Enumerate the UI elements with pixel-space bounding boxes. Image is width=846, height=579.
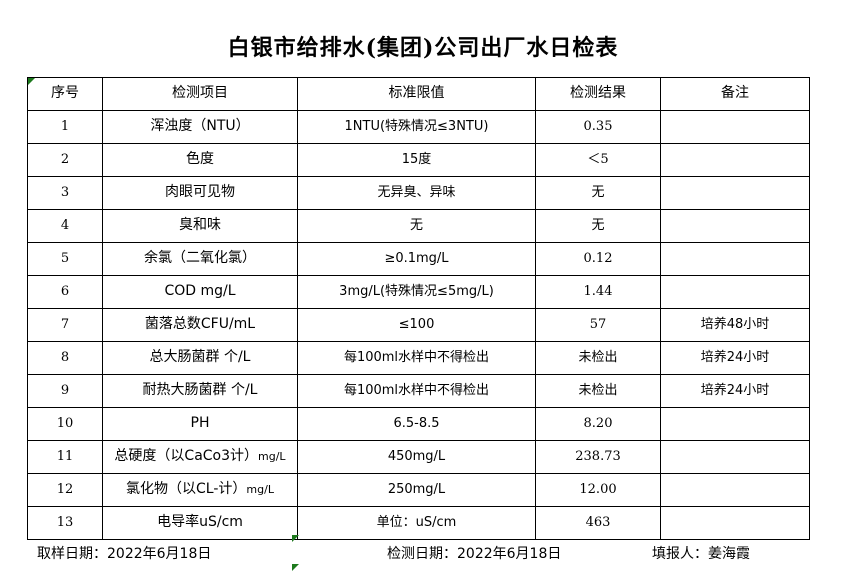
cell-item: COD mg/L [102,275,298,309]
column-header-result: 检测结果 [535,77,661,111]
cell-result: 无 [535,176,661,210]
cell-limit: 单位：uS/cm [297,506,536,540]
table-row: 8 总大肠菌群 个/L 每100ml水样中不得检出 未检出 培养24小时 [27,341,810,375]
table-body: 1 浑浊度（NTU） 1NTU(特殊情况≤3NTU) 0.35 2 色度 15度 ＜5 3 肉眼可… [27,110,810,540]
cell-note [660,242,810,276]
cell-limit: 6.5-8.5 [297,407,536,441]
cell-item: 菌落总数CFU/mL [102,308,298,342]
table-row: 4 臭和味无无 [27,209,810,243]
cell-index: 7 [27,308,103,342]
cell-item: PH [102,407,298,441]
cell-index: 4 [27,209,103,243]
comment-marker-icon [292,535,299,542]
cell-item: 耐热大肠菌群 个/L [102,374,298,408]
cell-item: 臭和味 [102,209,298,243]
table-row: 5 余氯（二氧化氯） ≥0.1mg/L 0.12 [27,242,810,276]
unit-suffix: mg/L [246,483,274,497]
table-row: 6 COD mg/L 3mg/L(特殊情况≤5mg/L) 1.44 [27,275,810,309]
cell-index: 10 [27,407,103,441]
cell-limit: ≤100 [297,308,536,342]
cell-note [660,506,810,540]
cell-note [660,209,810,243]
cell-result: 0.35 [535,110,661,144]
column-header-limit: 标准限值 [297,77,536,111]
table-row: 1 浑浊度（NTU） 1NTU(特殊情况≤3NTU) 0.35 [27,110,810,144]
cell-limit: 450mg/L [297,440,536,474]
reporter-label: 填报人：姜海霞 [652,546,750,562]
cell-item: 总大肠菌群 个/L [102,341,298,375]
cell-result: 1.44 [535,275,661,309]
cell-limit: 15度 [297,143,536,177]
cell-result: 8.20 [535,407,661,441]
cell-index: 2 [27,143,103,177]
cell-limit: 每100ml水样中不得检出 [297,341,536,375]
cell-result: 463 [535,506,661,540]
cell-note [660,176,810,210]
cell-index: 11 [27,440,103,474]
cell-result: 238.73 [535,440,661,474]
cell-item: 氯化物（以CL-计）mg/L [102,473,298,507]
water-inspection-table: 序号 检测项目 标准限值 检测结果 备注 1 浑浊度（NTU） 1NTU(特殊情况≤… [27,77,810,540]
cell-limit: 250mg/L [297,473,536,507]
cell-item: 余氯（二氧化氯） [102,242,298,276]
cell-item: 肉眼可见物 [102,176,298,210]
cell-index: 12 [27,473,103,507]
cell-index: 8 [27,341,103,375]
cell-item: 总硬度（以CaCo3计）mg/L [102,440,298,474]
table-row: 13 电导率uS/cm 单位：uS/cm 463 [27,506,810,540]
cell-index: 13 [27,506,103,540]
comment-marker-icon [292,564,299,571]
cell-result: 0.12 [535,242,661,276]
sample-date-label: 取样日期：2022年6月18日 [37,546,212,562]
cell-limit: 无异臭、异味 [297,176,536,210]
cell-index: 6 [27,275,103,309]
cell-note: 培养24小时 [660,374,810,408]
cell-result: 12.00 [535,473,661,507]
test-date-label: 检测日期：2022年6月18日 [387,546,562,562]
cell-note: 培养24小时 [660,341,810,375]
cell-result: 57 [535,308,661,342]
table-row: 10 PH 6.5-8.5 8.20 [27,407,810,441]
cell-result: ＜5 [535,143,661,177]
cell-result: 无 [535,209,661,243]
table-row: 11 总硬度（以CaCo3计）mg/L 450mg/L 238.73 [27,440,810,474]
footer: 取样日期：2022年6月18日 检测日期：2022年6月18日 填报人：姜海霞 [27,543,817,567]
cell-note [660,143,810,177]
cell-index: 9 [27,374,103,408]
cell-note [660,473,810,507]
cell-note [660,275,810,309]
cell-limit: 每100ml水样中不得检出 [297,374,536,408]
column-header-index: 序号 [27,77,103,111]
unit-suffix: mg/L [258,450,286,464]
table-header-row: 序号 检测项目 标准限值 检测结果 备注 [27,77,810,111]
cell-index: 5 [27,242,103,276]
cell-result: 未检出 [535,374,661,408]
cell-note [660,110,810,144]
cell-result: 未检出 [535,341,661,375]
cell-item: 电导率uS/cm [102,506,298,540]
cell-limit: ≥0.1mg/L [297,242,536,276]
column-header-note: 备注 [660,77,810,111]
table-row: 2 色度 15度 ＜5 [27,143,810,177]
page-title: 白银市给排水(集团)公司出厂水日检表 [227,35,619,61]
cell-item: 浑浊度（NTU） [102,110,298,144]
table-row: 12 氯化物（以CL-计）mg/L 250mg/L 12.00 [27,473,810,507]
table-row: 7 菌落总数CFU/mL ≤100 57 培养48小时 [27,308,810,342]
table-row: 3 肉眼可见物 无异臭、异味无 [27,176,810,210]
table-row: 9 耐热大肠菌群 个/L 每100ml水样中不得检出 未检出 培养24小时 [27,374,810,408]
cell-note [660,440,810,474]
cell-limit: 无 [297,209,536,243]
cell-limit: 1NTU(特殊情况≤3NTU) [297,110,536,144]
cell-item: 色度 [102,143,298,177]
cell-index: 1 [27,110,103,144]
column-header-item: 检测项目 [102,77,298,111]
cell-note: 培养48小时 [660,308,810,342]
cell-index: 3 [27,176,103,210]
cell-note [660,407,810,441]
comment-marker-icon [28,78,35,85]
cell-limit: 3mg/L(特殊情况≤5mg/L) [297,275,536,309]
